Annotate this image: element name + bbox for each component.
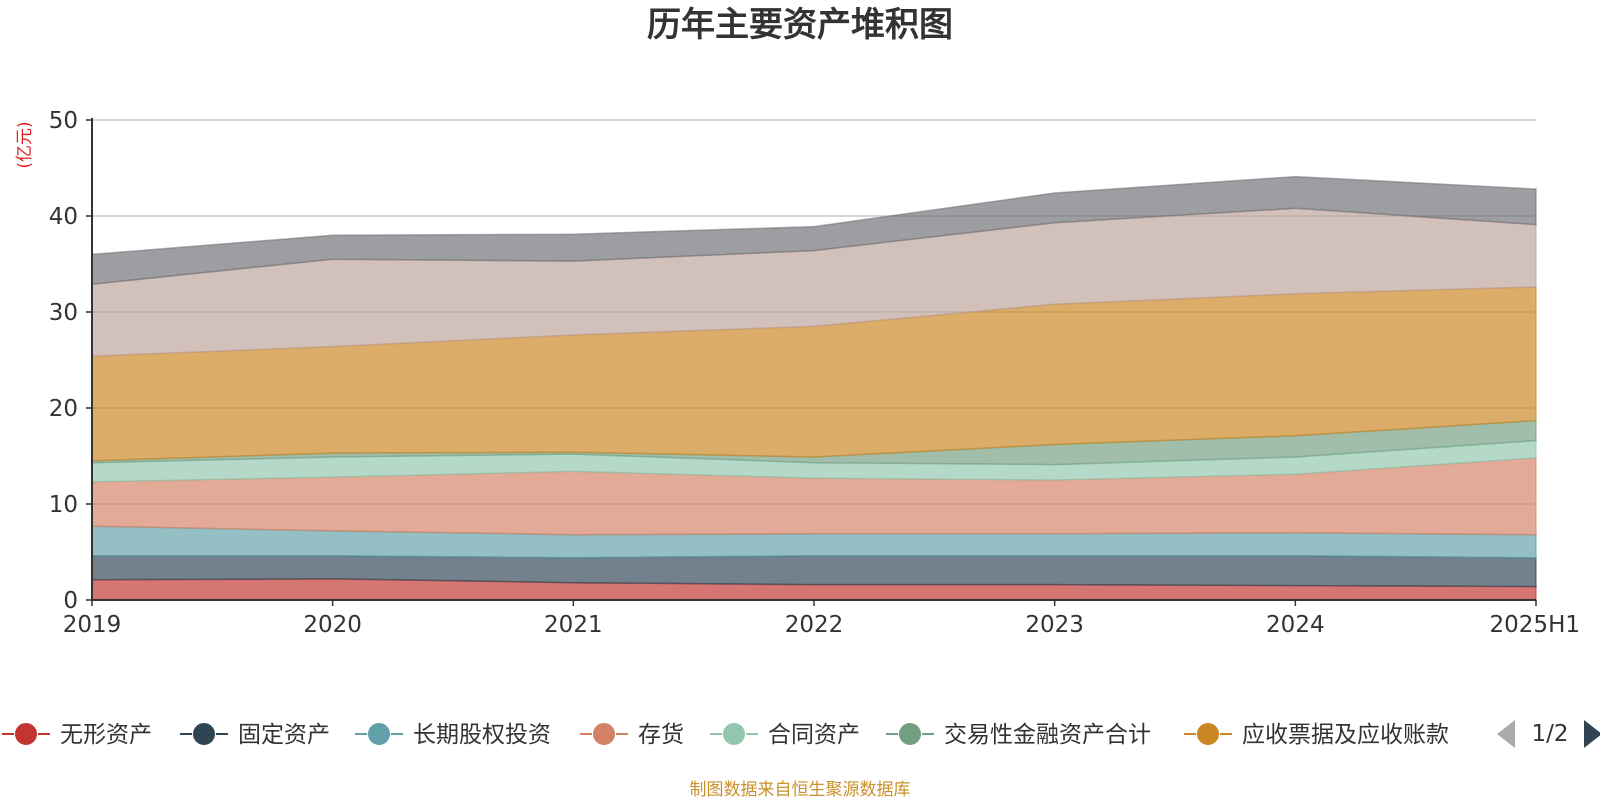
legend-label: 固定资产 — [238, 722, 330, 748]
legend-marker-icon — [367, 722, 391, 746]
y-tick-label: 20 — [49, 396, 78, 422]
y-tick-labels: 0 10 20 30 40 50 — [49, 108, 92, 614]
legend-prev-icon[interactable] — [1497, 720, 1515, 748]
x-tick-labels: 2019 2020 2021 2022 2023 2024 2025H1 — [63, 600, 1580, 638]
legend-marker-icon — [898, 722, 922, 746]
y-tick-label: 10 — [49, 492, 78, 518]
legend: 无形资产 固定资产 长期股权投资 存货 合同资产 交易性金融资产合计 应收票据及应收账款 — [2, 722, 1449, 748]
legend-label: 应收票据及应收账款 — [1242, 722, 1449, 748]
chart-title: 历年主要资产堆积图 — [647, 5, 953, 45]
legend-label: 长期股权投资 — [413, 722, 551, 748]
legend-marker-icon — [722, 722, 746, 746]
y-tick-label: 0 — [63, 588, 78, 614]
legend-item[interactable]: 应收票据及应收账款 — [1184, 722, 1449, 748]
x-tick-label: 2024 — [1266, 612, 1325, 638]
x-tick-label: 2021 — [544, 612, 603, 638]
legend-page-indicator: 1/2 — [1531, 721, 1568, 747]
legend-item[interactable]: 固定资产 — [180, 722, 330, 748]
legend-marker-icon — [1196, 722, 1220, 746]
legend-item[interactable]: 长期股权投资 — [355, 722, 551, 748]
area-其他 — [91, 175, 1537, 286]
legend-label: 无形资产 — [60, 722, 152, 748]
legend-item[interactable]: 存货 — [580, 722, 684, 748]
y-axis-label: (亿元) — [15, 121, 35, 168]
legend-label: 存货 — [638, 722, 684, 748]
legend-marker-icon — [592, 722, 616, 746]
y-tick-label: 40 — [49, 204, 78, 230]
source-note: 制图数据来自恒生聚源数据库 — [690, 780, 911, 800]
legend-label: 交易性金融资产合计 — [944, 722, 1151, 748]
x-tick-label: 2022 — [785, 612, 844, 638]
legend-item[interactable]: 交易性金融资产合计 — [886, 722, 1151, 748]
legend-marker-icon — [14, 722, 38, 746]
legend-label: 合同资产 — [768, 722, 860, 748]
legend-marker-icon — [192, 722, 216, 746]
y-tick-label: 30 — [49, 300, 78, 326]
legend-pager: 1/2 — [1497, 720, 1600, 748]
x-tick-label: 2019 — [63, 612, 122, 638]
x-tick-label: 2025H1 — [1490, 612, 1580, 638]
legend-item[interactable]: 合同资产 — [710, 722, 860, 748]
legend-next-icon[interactable] — [1584, 720, 1600, 748]
area-series — [91, 175, 1537, 601]
x-tick-label: 2023 — [1025, 612, 1084, 638]
y-tick-label: 50 — [49, 108, 78, 134]
x-tick-label: 2020 — [303, 612, 362, 638]
legend-item[interactable]: 无形资产 — [2, 722, 152, 748]
